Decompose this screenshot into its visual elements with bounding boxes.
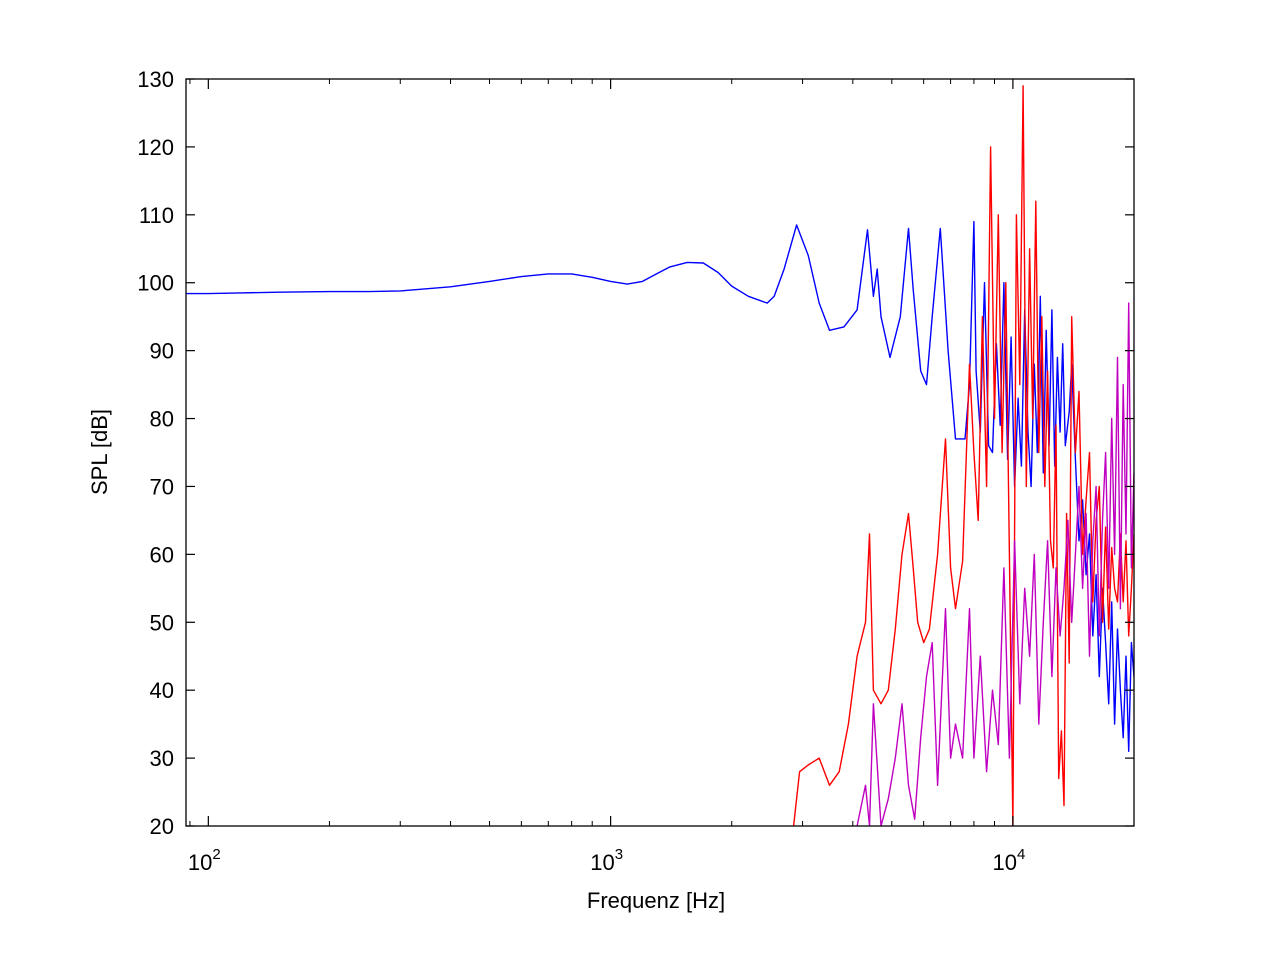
y-tick-label: 50 — [150, 610, 174, 635]
y-tick-label: 60 — [150, 542, 174, 567]
x-axis-label: Frequenz [Hz] — [587, 888, 725, 913]
y-axis-label: SPL [dB] — [87, 409, 112, 495]
plot-area-background — [186, 79, 1134, 826]
series-group — [186, 85, 1134, 826]
x-tick-exponent: 2 — [212, 846, 220, 863]
x-tick-exponent: 4 — [1017, 846, 1025, 863]
y-tick-label: 90 — [150, 339, 174, 364]
x-tick-exponent: 3 — [615, 846, 623, 863]
tick-layer: 20 30 40 50 60 70 80 90 100 110 120 130 102 103 104 — [137, 67, 1135, 875]
y-tick-label: 120 — [137, 135, 174, 160]
y-tick-label: 20 — [150, 814, 174, 839]
series-layer — [186, 85, 1134, 826]
y-tick-label: 110 — [139, 203, 174, 228]
y-tick-label: 130 — [137, 67, 174, 92]
x-tick-label: 103 — [590, 846, 623, 875]
y-tick-label: 70 — [150, 474, 174, 499]
y-tick-label: 30 — [150, 746, 174, 771]
y-tick-label: 100 — [137, 271, 174, 296]
x-tick-label: 104 — [992, 846, 1025, 875]
y-tick-label: 80 — [150, 407, 174, 432]
x-tick-label: 102 — [188, 846, 221, 875]
y-tick-label: 40 — [150, 678, 174, 703]
series-line-3 — [856, 302, 1134, 826]
axes-frame — [185, 78, 1135, 827]
